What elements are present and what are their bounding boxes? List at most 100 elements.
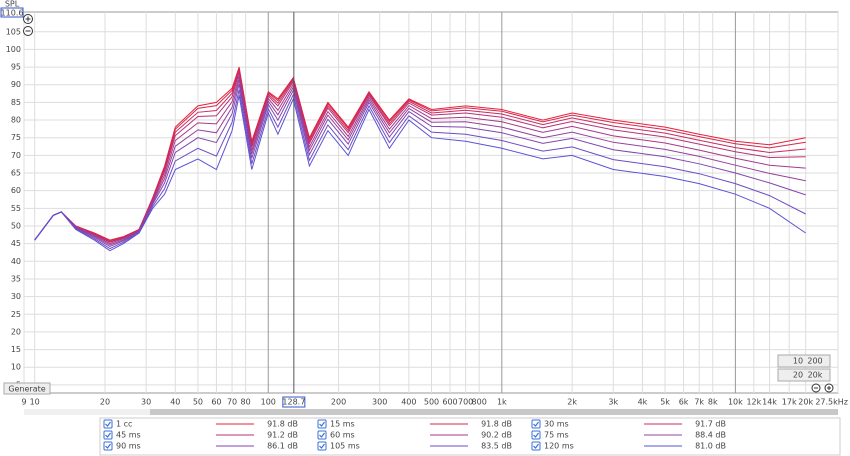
legend-level: 91.2 dB xyxy=(267,431,298,440)
range-low: 20 xyxy=(793,371,803,380)
legend-level: 81.0 dB xyxy=(695,442,726,451)
series-line xyxy=(34,76,806,245)
y-top-value: 110.6 xyxy=(1,9,24,18)
y-tick-label: 55 xyxy=(11,204,21,213)
x-tick-label: 800 xyxy=(472,398,487,407)
legend-checkbox[interactable] xyxy=(103,430,113,440)
legend-check xyxy=(533,421,539,427)
legend-name: 1 cc xyxy=(116,420,132,429)
series-line xyxy=(34,83,806,248)
legend-check xyxy=(319,443,325,449)
x-tick-label: 60 xyxy=(211,398,221,407)
legend-check xyxy=(105,443,111,449)
x-tick-label: 2k xyxy=(567,398,577,407)
legend-level: 91.7 dB xyxy=(695,420,726,429)
x-tick-label: 4k xyxy=(638,398,648,407)
legend-check xyxy=(105,432,111,438)
generate-label: Generate xyxy=(8,385,45,394)
x-tick-label: 6k xyxy=(679,398,689,407)
y-tick-label: 45 xyxy=(11,239,21,248)
legend-check xyxy=(533,443,539,449)
y-tick-label: 40 xyxy=(11,257,21,266)
legend-checkbox[interactable] xyxy=(531,419,541,429)
x-tick-label: 300 xyxy=(372,398,387,407)
y-tick-label: 10 xyxy=(11,363,21,372)
legend-checkbox[interactable] xyxy=(317,430,327,440)
x-tick-label: 3k xyxy=(608,398,618,407)
legend-name: 30 ms xyxy=(544,420,569,429)
range-high: 200 xyxy=(807,357,822,366)
series-line xyxy=(34,70,806,243)
x-tick-label: 30 xyxy=(141,398,151,407)
legend-level: 90.2 dB xyxy=(481,431,512,440)
y-tick-label: 90 xyxy=(11,80,21,89)
legend-name: 105 ms xyxy=(330,442,360,451)
y-tick-label: 75 xyxy=(11,133,21,142)
legend-name: 45 ms xyxy=(116,431,141,440)
legend-level: 91.8 dB xyxy=(267,420,298,429)
series-line xyxy=(34,79,806,246)
range-low: 10 xyxy=(793,357,803,366)
legend-name: 15 ms xyxy=(330,420,355,429)
legend-level: 88.4 dB xyxy=(695,431,726,440)
y-top-box xyxy=(0,7,24,18)
x-tick-label: 10 xyxy=(30,398,40,407)
series-line xyxy=(34,72,806,243)
y-tick-label: 100 xyxy=(6,45,21,54)
x-tick-label: 27.5kHz xyxy=(815,398,848,407)
legend-name: 60 ms xyxy=(330,431,355,440)
x-tick-label: 40 xyxy=(170,398,180,407)
scrollbar-thumb[interactable] xyxy=(150,409,838,415)
zoom-in-icon xyxy=(25,16,31,22)
y-tick-label: 15 xyxy=(11,345,21,354)
x-tick-label: 70 xyxy=(227,398,237,407)
y-tick-label: 35 xyxy=(11,274,21,283)
cursor-box xyxy=(282,396,306,408)
y-tick-label: 95 xyxy=(11,63,21,72)
x-tick-label: 12k xyxy=(746,398,761,407)
y-tick-label: 85 xyxy=(11,98,21,107)
x-tick-label: 10k xyxy=(728,398,743,407)
y-tick-label: 70 xyxy=(11,151,21,160)
legend-check xyxy=(319,432,325,438)
x-tick-label: 100 xyxy=(261,398,276,407)
x-tick-label: 50 xyxy=(193,398,203,407)
x-tick-label: 700 xyxy=(458,398,473,407)
y-tick-label: 50 xyxy=(11,221,21,230)
range-button[interactable] xyxy=(777,354,831,368)
range-high: 20k xyxy=(808,371,823,380)
generate-button[interactable] xyxy=(3,382,51,395)
x-tick-label: 1k xyxy=(497,398,507,407)
x-tick-label: 20 xyxy=(100,398,110,407)
y-tick-label: 80 xyxy=(11,116,21,125)
series-line xyxy=(34,95,806,252)
legend-name: 75 ms xyxy=(544,431,569,440)
y-tick-label: 105 xyxy=(6,27,21,36)
legend-checkbox[interactable] xyxy=(531,430,541,440)
series-line xyxy=(34,89,806,250)
x-tick-label: 400 xyxy=(401,398,416,407)
legend-check xyxy=(105,421,111,427)
legend-name: 120 ms xyxy=(544,442,574,451)
legend-checkbox[interactable] xyxy=(317,419,327,429)
y-tick-label: 30 xyxy=(11,292,21,301)
legend-checkbox[interactable] xyxy=(531,441,541,451)
x-tick-label: 14k xyxy=(762,398,777,407)
x-tick-label: 8k xyxy=(708,398,718,407)
cursor-label: 128.7 xyxy=(282,398,305,407)
legend-level: 86.1 dB xyxy=(267,442,298,451)
legend-checkbox[interactable] xyxy=(103,419,113,429)
y-axis-label: SPL xyxy=(5,0,20,9)
legend-panel xyxy=(99,417,841,456)
legend-level: 91.8 dB xyxy=(481,420,512,429)
x-tick-label: 9 xyxy=(21,398,26,407)
range-button[interactable] xyxy=(777,368,831,382)
legend-level: 83.5 dB xyxy=(481,442,512,451)
x-tick-label: 7k xyxy=(694,398,704,407)
legend-check xyxy=(533,432,539,438)
legend-checkbox[interactable] xyxy=(317,441,327,451)
x-tick-label: 600 xyxy=(442,398,457,407)
x-tick-label: 200 xyxy=(331,398,346,407)
legend-checkbox[interactable] xyxy=(103,441,113,451)
